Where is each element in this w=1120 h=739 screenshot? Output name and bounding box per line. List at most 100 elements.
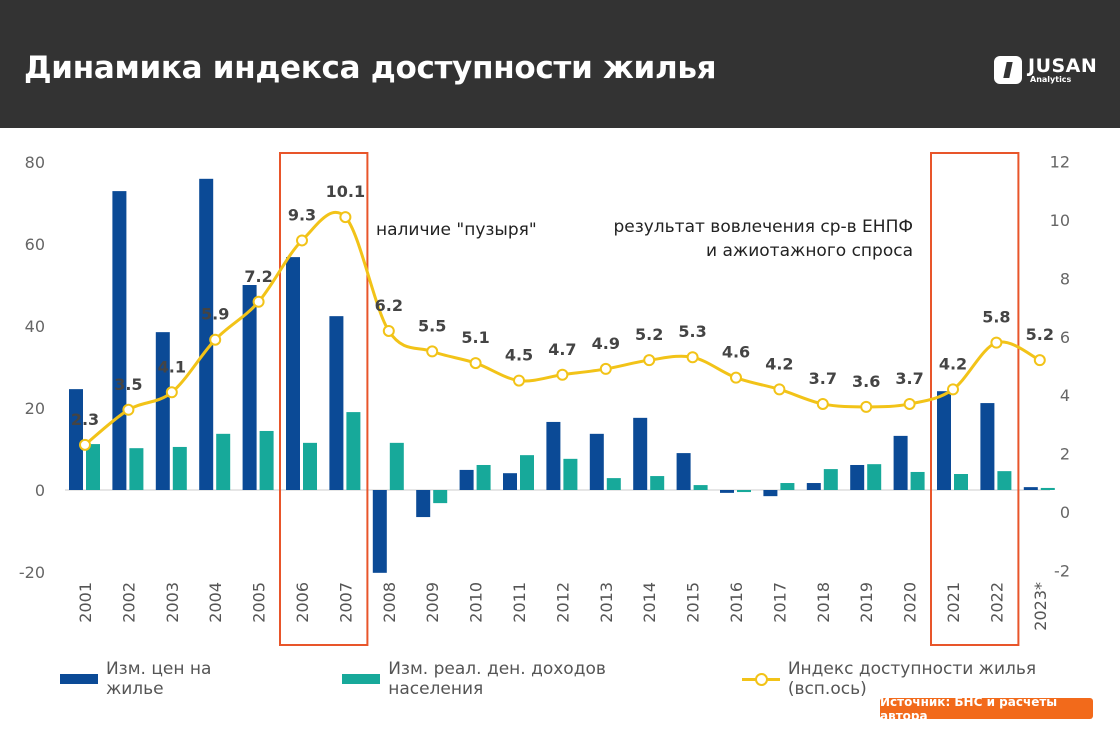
x-tick-label: 2015 — [684, 582, 703, 623]
bar-income — [954, 474, 968, 490]
index-data-label: 5.3 — [678, 322, 706, 341]
x-tick-label: 2005 — [250, 582, 269, 623]
y2-tick-label: 10 — [1050, 211, 1070, 230]
bar-income — [346, 412, 361, 490]
x-tick-label: 2014 — [640, 582, 659, 623]
x-tick-label: 2011 — [510, 582, 529, 623]
index-data-label: 4.1 — [158, 357, 186, 376]
index-point — [339, 211, 352, 224]
y2-tick-label: -2 — [1054, 561, 1070, 580]
index-point — [122, 403, 135, 416]
x-tick-label: 2016 — [727, 582, 746, 623]
x-tick-label: 2004 — [206, 582, 225, 623]
index-data-label: 5.5 — [418, 316, 446, 335]
bar-price — [850, 464, 865, 490]
x-tick-label: 2003 — [163, 582, 182, 623]
bar-income — [520, 455, 534, 490]
bar-price — [806, 483, 821, 490]
bar-price — [720, 490, 734, 493]
bar-price — [980, 403, 995, 490]
bar-income — [910, 471, 925, 490]
legend-income: Изм. реал. ден. доходов населения — [388, 659, 606, 699]
highlight-box — [279, 152, 369, 646]
bar-income — [650, 476, 665, 490]
x-tick-label: 2020 — [901, 582, 920, 623]
y-tick-label: 60 — [25, 235, 45, 254]
bar-income — [172, 446, 187, 490]
index-point — [686, 351, 699, 364]
index-data-label: 3.7 — [809, 369, 837, 388]
y2-tick-label: 6 — [1060, 328, 1070, 347]
bar-price — [633, 417, 648, 490]
index-point — [1033, 354, 1046, 367]
annotation-enpf-2: и ажиотажного спроса — [706, 241, 913, 261]
bar-income — [433, 490, 448, 504]
x-tick-label: 2008 — [380, 582, 399, 623]
bar-income — [997, 471, 1012, 490]
index-data-label: 5.1 — [461, 328, 489, 347]
x-tick-label: 2017 — [770, 582, 789, 623]
index-point — [730, 371, 742, 384]
x-tick-label: 2002 — [119, 582, 138, 623]
bar-income — [867, 464, 882, 490]
x-tick-label: 2023* — [1031, 582, 1050, 631]
bar-income — [606, 478, 621, 490]
index-data-label: 2.3 — [71, 410, 99, 429]
annotation-bubble: наличие "пузыря" — [376, 220, 537, 240]
index-point — [252, 295, 265, 308]
bar-price — [763, 490, 778, 497]
bar-price — [155, 332, 170, 490]
index-data-label: 5.9 — [201, 305, 229, 324]
annotation-enpf-1: результат вовлечения ср-в ЕНПФ — [613, 217, 913, 237]
legend-price: Изм. цен на жилье — [105, 659, 212, 699]
bar-income — [563, 458, 578, 490]
index-point — [469, 357, 482, 370]
index-point — [816, 397, 829, 410]
bar-income — [693, 485, 708, 490]
bar-income — [86, 444, 100, 490]
index-point — [903, 397, 916, 410]
x-tick-label: 2019 — [857, 582, 876, 623]
index-point — [860, 400, 873, 413]
y2-tick-label: 2 — [1060, 445, 1070, 464]
legend-swatch-index — [741, 672, 780, 686]
index-data-label: 4.2 — [765, 354, 793, 373]
bar-price — [503, 473, 517, 490]
index-point — [643, 354, 656, 367]
y2-tick-label: 12 — [1050, 153, 1070, 172]
header: Динамика индекса доступности жилья JUSAN… — [0, 0, 1120, 128]
legend: Изм. цен на жилье Изм. реал. ден. доходо… — [60, 659, 1120, 699]
page-title: Динамика индекса доступности жилья — [24, 50, 717, 86]
bar-income — [476, 464, 491, 490]
index-data-label: 3.7 — [895, 369, 923, 388]
bar-price — [69, 389, 83, 490]
index-data-label: 4.7 — [548, 340, 576, 359]
y-tick-label: -20 — [19, 563, 45, 582]
x-tick-label: 2022 — [987, 582, 1006, 623]
bar-income — [389, 442, 404, 490]
index-point — [556, 368, 569, 381]
index-data-label: 9.3 — [288, 205, 316, 224]
x-tick-label: 2001 — [76, 582, 95, 623]
x-tick-label: 2013 — [597, 582, 616, 623]
bar-price — [1023, 487, 1038, 490]
y-tick-label: 80 — [25, 153, 45, 172]
index-data-label: 4.6 — [722, 343, 750, 362]
index-point — [296, 234, 308, 247]
logo-name: JUSAN — [1028, 54, 1098, 77]
index-data-label: 5.8 — [982, 308, 1010, 327]
index-point — [599, 362, 612, 375]
bar-income — [303, 442, 317, 490]
source-badge: Источник: БНС и расчеты автора — [880, 695, 1093, 723]
x-tick-label: 2009 — [423, 582, 442, 623]
index-data-label: 5.2 — [635, 325, 663, 344]
bar-price — [286, 257, 300, 490]
index-point — [79, 438, 91, 451]
bar-income — [780, 483, 795, 490]
index-data-label: 4.2 — [939, 354, 967, 373]
bar-income — [823, 469, 838, 490]
y2-tick-label: 8 — [1060, 269, 1070, 288]
y2-tick-label: 4 — [1060, 386, 1070, 405]
logo-icon — [994, 56, 1022, 84]
